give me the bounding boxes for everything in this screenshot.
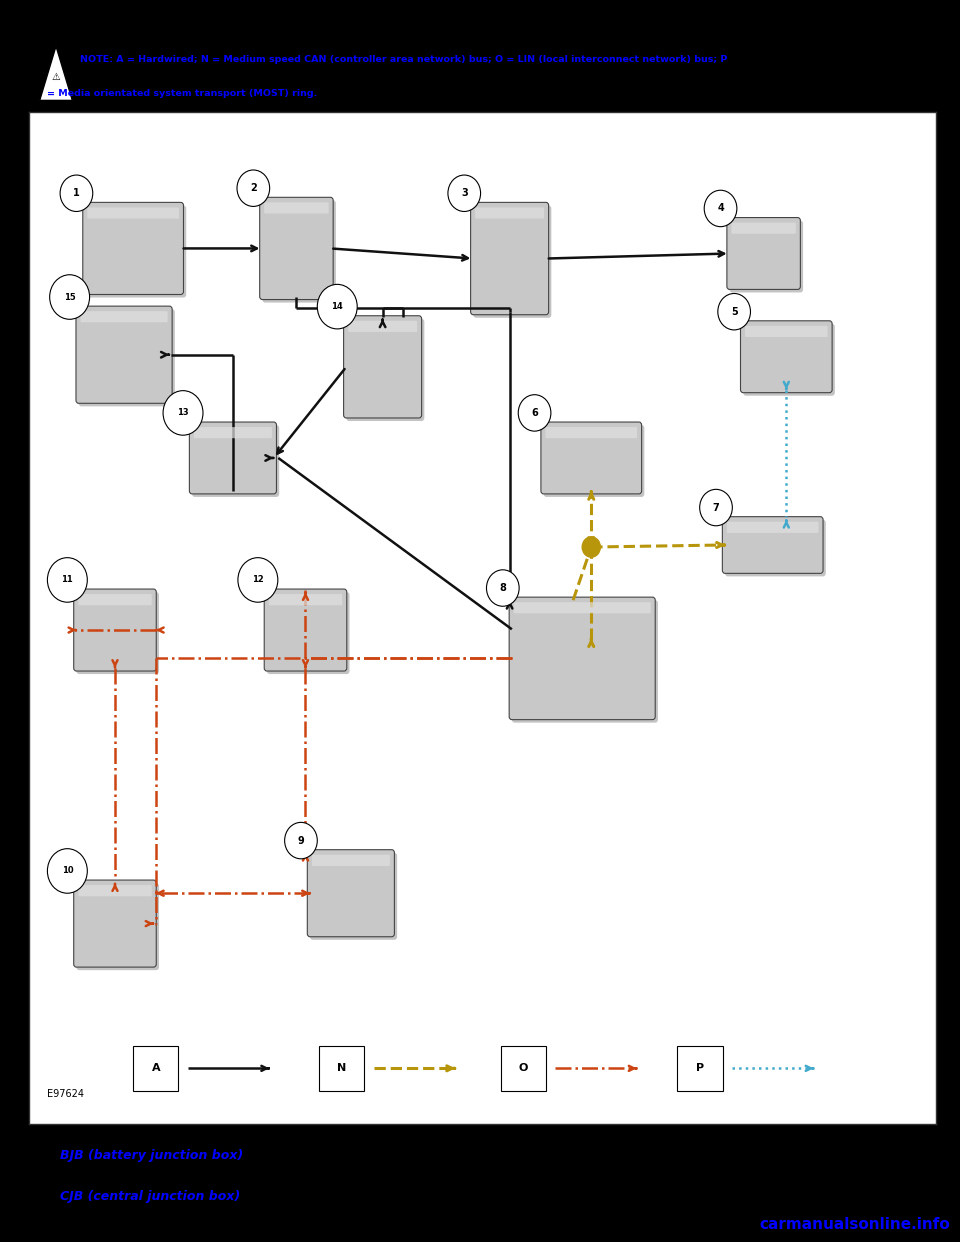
Circle shape xyxy=(518,395,551,431)
Circle shape xyxy=(487,570,519,606)
Circle shape xyxy=(237,170,270,206)
FancyBboxPatch shape xyxy=(740,320,832,392)
Circle shape xyxy=(284,822,318,858)
FancyBboxPatch shape xyxy=(545,427,637,438)
FancyBboxPatch shape xyxy=(743,324,835,396)
FancyBboxPatch shape xyxy=(312,854,390,866)
Text: 10: 10 xyxy=(61,867,73,876)
FancyBboxPatch shape xyxy=(83,202,183,294)
FancyBboxPatch shape xyxy=(189,422,276,494)
FancyBboxPatch shape xyxy=(730,221,804,292)
FancyBboxPatch shape xyxy=(269,594,342,605)
FancyBboxPatch shape xyxy=(347,319,424,421)
FancyBboxPatch shape xyxy=(543,425,644,497)
Text: 14: 14 xyxy=(331,302,343,312)
FancyBboxPatch shape xyxy=(475,207,544,219)
Text: 13: 13 xyxy=(178,409,189,417)
Text: 5: 5 xyxy=(731,307,737,317)
Text: 3: 3 xyxy=(461,189,468,199)
FancyBboxPatch shape xyxy=(678,1046,723,1090)
FancyBboxPatch shape xyxy=(512,600,658,723)
FancyBboxPatch shape xyxy=(264,589,347,671)
Text: O: O xyxy=(518,1063,528,1073)
Text: 9: 9 xyxy=(298,836,304,846)
FancyBboxPatch shape xyxy=(470,202,548,314)
Text: carmanualsonline.info: carmanualsonline.info xyxy=(759,1217,950,1232)
Text: 8: 8 xyxy=(499,582,506,592)
Circle shape xyxy=(47,848,87,893)
Circle shape xyxy=(705,190,737,227)
FancyBboxPatch shape xyxy=(77,883,159,970)
Text: 2: 2 xyxy=(250,184,256,194)
FancyBboxPatch shape xyxy=(725,519,826,576)
FancyBboxPatch shape xyxy=(319,1046,365,1090)
FancyBboxPatch shape xyxy=(500,1046,546,1090)
FancyBboxPatch shape xyxy=(74,589,156,671)
FancyBboxPatch shape xyxy=(473,205,551,318)
FancyBboxPatch shape xyxy=(81,312,168,323)
Text: E97624: E97624 xyxy=(47,1089,84,1099)
FancyBboxPatch shape xyxy=(262,200,336,303)
FancyBboxPatch shape xyxy=(85,205,186,298)
Text: = Media orientated system transport (MOST) ring.: = Media orientated system transport (MOS… xyxy=(47,89,318,98)
FancyBboxPatch shape xyxy=(264,202,328,214)
FancyBboxPatch shape xyxy=(722,517,823,574)
Text: A: A xyxy=(152,1063,160,1073)
FancyBboxPatch shape xyxy=(509,597,656,719)
FancyBboxPatch shape xyxy=(540,422,641,494)
FancyBboxPatch shape xyxy=(727,522,819,533)
FancyBboxPatch shape xyxy=(74,881,156,968)
FancyBboxPatch shape xyxy=(133,1046,179,1090)
Circle shape xyxy=(582,537,600,558)
Text: BJB (battery junction box): BJB (battery junction box) xyxy=(60,1149,243,1161)
FancyBboxPatch shape xyxy=(79,594,152,605)
Circle shape xyxy=(318,284,357,329)
Text: ⚠: ⚠ xyxy=(52,72,60,82)
Text: CJB (central junction box): CJB (central junction box) xyxy=(60,1190,240,1203)
FancyBboxPatch shape xyxy=(348,320,417,332)
FancyBboxPatch shape xyxy=(260,197,333,299)
Text: 7: 7 xyxy=(712,503,719,513)
Text: P: P xyxy=(696,1063,705,1073)
FancyBboxPatch shape xyxy=(192,425,279,497)
FancyBboxPatch shape xyxy=(76,306,172,404)
Text: 1: 1 xyxy=(73,189,80,199)
FancyBboxPatch shape xyxy=(307,850,395,936)
Text: 6: 6 xyxy=(531,407,538,417)
Circle shape xyxy=(60,175,93,211)
Circle shape xyxy=(238,558,277,602)
FancyBboxPatch shape xyxy=(267,592,349,674)
Circle shape xyxy=(448,175,481,211)
FancyBboxPatch shape xyxy=(514,602,651,614)
FancyBboxPatch shape xyxy=(79,886,152,897)
Circle shape xyxy=(700,489,732,525)
FancyBboxPatch shape xyxy=(79,309,175,406)
Text: N: N xyxy=(337,1063,347,1073)
FancyBboxPatch shape xyxy=(727,217,801,289)
Circle shape xyxy=(50,274,89,319)
FancyBboxPatch shape xyxy=(87,207,179,219)
FancyBboxPatch shape xyxy=(77,592,159,674)
Text: NOTE: A = Hardwired; N = Medium speed CAN (controller area network) bus; O = LIN: NOTE: A = Hardwired; N = Medium speed CA… xyxy=(80,55,727,63)
Circle shape xyxy=(47,558,87,602)
Circle shape xyxy=(163,391,203,435)
Text: 12: 12 xyxy=(252,575,264,585)
FancyBboxPatch shape xyxy=(310,853,397,940)
Circle shape xyxy=(718,293,751,330)
FancyBboxPatch shape xyxy=(344,315,421,419)
FancyBboxPatch shape xyxy=(745,325,828,337)
FancyBboxPatch shape xyxy=(194,427,272,438)
Text: 4: 4 xyxy=(717,204,724,214)
FancyBboxPatch shape xyxy=(732,222,796,233)
Polygon shape xyxy=(39,46,72,101)
Text: 15: 15 xyxy=(63,293,76,302)
Text: 11: 11 xyxy=(61,575,73,585)
